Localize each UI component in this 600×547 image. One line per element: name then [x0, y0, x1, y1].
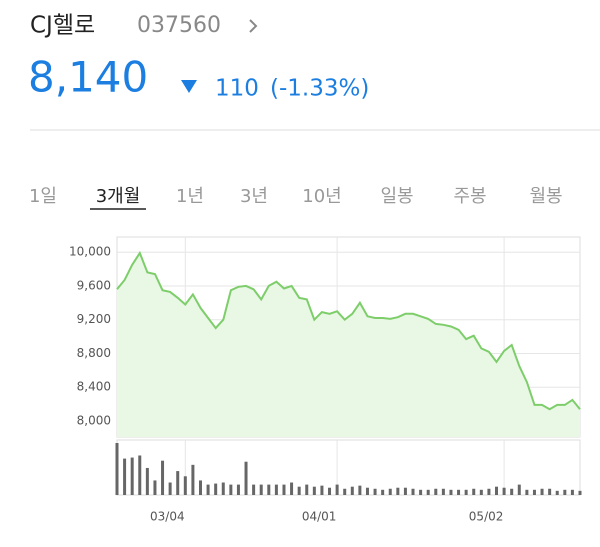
volume-bar — [236, 484, 240, 495]
price: 8,140 — [28, 53, 148, 102]
volume-bar — [411, 488, 415, 495]
y-tick-label: 8,000 — [77, 413, 111, 427]
volume-bar — [464, 489, 468, 495]
tab[interactable]: 3개월 — [96, 186, 141, 207]
volume-bar — [214, 483, 218, 495]
volume-bar — [495, 486, 499, 495]
volume-bar — [138, 455, 142, 495]
volume-bar — [183, 476, 187, 495]
volume-bar — [168, 482, 172, 495]
volume-bar — [198, 480, 202, 495]
volume-bar — [381, 489, 385, 495]
tab[interactable]: 일봉 — [380, 186, 413, 207]
volume-bar — [365, 487, 369, 495]
volume-bar — [176, 471, 180, 495]
volume-bar — [191, 464, 195, 495]
volume-bar — [145, 467, 149, 495]
stock-name: CJ헬로 — [30, 13, 95, 39]
y-tick-label: 10,000 — [69, 245, 111, 259]
volume-bar — [510, 488, 514, 495]
volume-bar — [123, 458, 127, 495]
volume-bar — [540, 488, 544, 495]
area-fill — [117, 253, 580, 437]
volume-bar — [570, 489, 574, 495]
volume-bar — [441, 488, 445, 495]
volume-bar — [517, 484, 521, 495]
stock-code: 037560 — [137, 13, 221, 38]
volume-bar — [153, 480, 157, 495]
volume-bar — [502, 487, 506, 495]
volume-bar — [229, 484, 233, 495]
volume-bar — [525, 489, 529, 495]
tab[interactable]: 1년 — [176, 186, 204, 207]
volume-bar — [305, 484, 309, 495]
tab[interactable]: 월봉 — [529, 186, 562, 207]
volume-bar — [328, 487, 332, 495]
volume-bar — [563, 489, 567, 495]
tab[interactable]: 10년 — [302, 186, 341, 207]
y-tick-label: 9,600 — [77, 278, 111, 292]
volume-bar — [426, 489, 430, 495]
x-tick-label: 05/02 — [469, 510, 504, 524]
volume-bar — [312, 486, 316, 495]
volume-bar — [320, 485, 324, 495]
volume-bar — [479, 489, 483, 495]
volume-bar — [206, 484, 210, 495]
tab[interactable]: 3년 — [240, 186, 268, 207]
volume-bar — [297, 486, 301, 495]
y-tick-label: 9,200 — [77, 312, 111, 326]
volume-bar — [396, 487, 400, 495]
volume-bar — [244, 461, 248, 495]
volume-bar — [555, 490, 559, 495]
chart: 8,000 8,400 8,800 9,200 9,600 10,000 03/04 04/0… — [69, 236, 582, 524]
volume-bar — [252, 484, 256, 495]
volume-bar — [434, 488, 438, 495]
volume-bar — [403, 487, 407, 495]
volume-bar — [358, 485, 362, 495]
tab[interactable]: 1일 — [29, 186, 57, 207]
volume-bar — [290, 482, 294, 495]
tab[interactable]: 주봉 — [453, 186, 486, 207]
volume-bar — [449, 489, 453, 495]
volume-bar — [388, 488, 392, 495]
volume-bar — [578, 490, 582, 495]
volume-bar — [472, 488, 476, 495]
volume-bar — [548, 488, 552, 495]
volume-bar — [221, 482, 225, 495]
volume-bar — [130, 457, 134, 495]
volume-bar — [274, 484, 278, 495]
x-tick-label: 03/04 — [150, 510, 185, 524]
y-tick-label: 8,400 — [77, 380, 111, 394]
x-tick-label: 04/01 — [302, 510, 337, 524]
volume-bar — [373, 488, 377, 495]
volume-bar — [161, 460, 165, 495]
volume-bar — [419, 489, 423, 495]
volume-bar — [282, 484, 286, 495]
volume-bar — [343, 488, 347, 495]
volume-bar — [267, 484, 271, 495]
volume-bar — [457, 489, 461, 495]
change: 110 — [215, 76, 259, 102]
volume-bar — [115, 443, 119, 495]
chevron[interactable] — [249, 19, 258, 33]
volume-bar — [335, 484, 339, 495]
volume-bar — [487, 488, 491, 495]
tab-bar: 1일 3개월 1년 3년 10년 일봉 주봉 월봉 — [29, 186, 563, 210]
volume-bar — [259, 484, 263, 495]
y-tick-label: 8,800 — [77, 346, 111, 360]
down-arrow — [181, 80, 197, 93]
volume-bar — [532, 489, 536, 495]
volume-bar — [350, 486, 354, 495]
price-line — [116, 250, 581, 411]
change-pct: (-1.33%) — [270, 76, 369, 102]
